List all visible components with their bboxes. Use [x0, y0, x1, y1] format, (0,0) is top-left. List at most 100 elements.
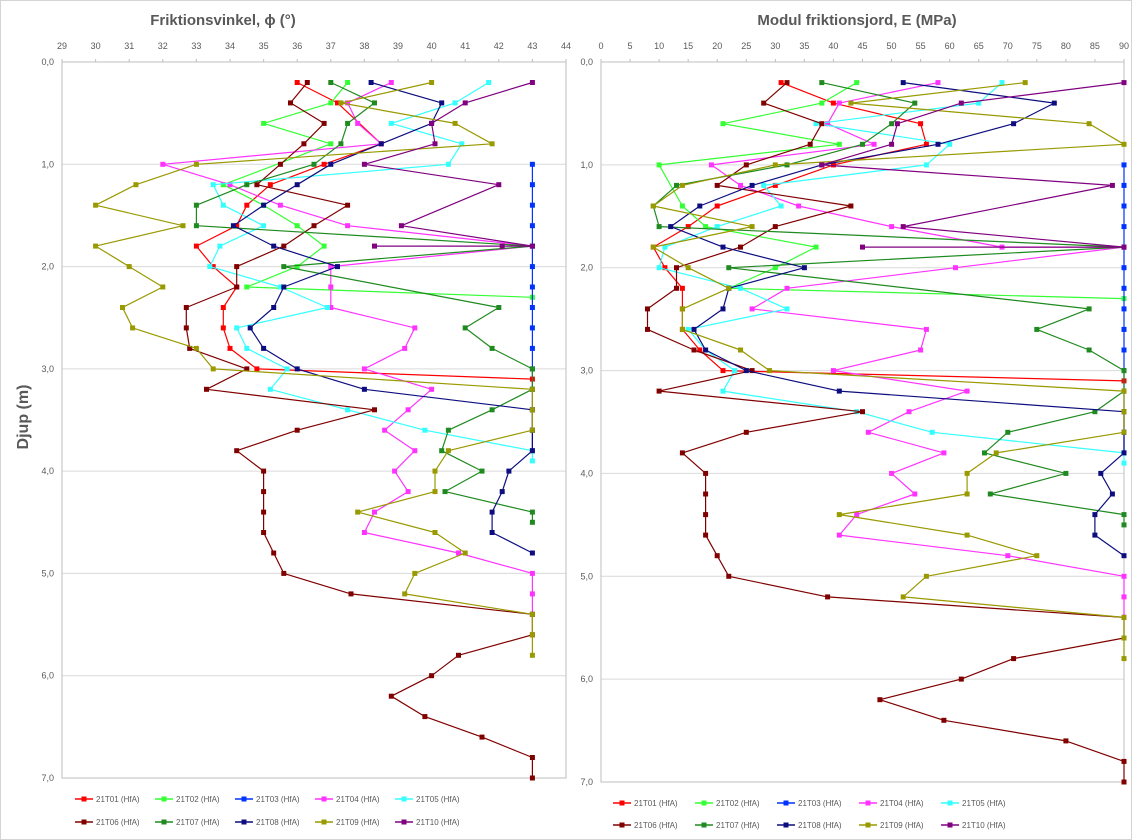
data-point [726, 573, 732, 579]
y-tick-label: 1,0 [580, 160, 593, 170]
data-point [1121, 460, 1127, 466]
data-point [271, 243, 277, 249]
y-tick-label: 1,0 [41, 159, 54, 169]
legend-label: 21T09 (HfA) [880, 821, 924, 830]
data-point [261, 345, 267, 351]
data-point [645, 306, 650, 312]
data-point [338, 100, 344, 106]
data-point [807, 141, 813, 147]
data-point [953, 265, 958, 271]
data-point [1121, 656, 1127, 662]
data-point [210, 264, 216, 270]
data-point [738, 244, 743, 250]
data-point [529, 386, 535, 392]
data-point [679, 203, 685, 209]
legend-label: 21T05 (HfA) [416, 795, 460, 804]
data-point [247, 325, 253, 331]
data-point [1121, 512, 1127, 518]
data-point [304, 80, 310, 85]
x-tick-label: 37 [326, 41, 336, 51]
data-point [445, 448, 451, 454]
legend: 21T01 (HfA) 21T02 (HfA) 21T03 (HfA) 21T04 (… [75, 795, 460, 827]
chart-title-friktionsvinkel: Friktionsvinkel, ϕ (°) [150, 12, 296, 29]
data-point [345, 202, 351, 208]
legend-item-21t10-hfa: 21T10 (HfA) [941, 821, 1006, 830]
data-point [324, 305, 330, 310]
data-point [1092, 532, 1098, 538]
data-point [234, 264, 240, 270]
data-point [784, 306, 790, 312]
legend-marker [241, 819, 247, 825]
data-point [778, 80, 784, 86]
data-point [935, 141, 941, 147]
data-point [267, 386, 273, 392]
data-point [1109, 491, 1115, 497]
data-point [529, 427, 535, 433]
legend-item-21t06-hfa: 21T06 (HfA) [613, 821, 678, 830]
data-point [854, 512, 860, 518]
data-point [489, 509, 495, 515]
data-point [499, 243, 505, 249]
data-point [412, 325, 418, 331]
data-point [726, 265, 732, 271]
data-point [767, 368, 772, 374]
legend-label: 21T07 (HfA) [716, 821, 760, 830]
data-point [345, 120, 351, 126]
data-point [479, 734, 485, 740]
data-point [355, 509, 361, 515]
data-point [889, 121, 895, 127]
series-line [652, 82, 1125, 382]
legend-item-21t09-hfa: 21T09 (HfA) [315, 818, 380, 827]
data-point [912, 100, 918, 106]
data-point [1121, 285, 1127, 291]
data-point [691, 347, 697, 353]
legend-item-21t02-hfa: 21T02 (HfA) [695, 799, 760, 808]
data-point [271, 550, 277, 556]
data-point [656, 224, 662, 230]
x-tick-label: 10 [654, 41, 664, 51]
legend-label: 21T04 (HfA) [336, 795, 380, 804]
series-line [195, 81, 533, 380]
legend-marker [321, 796, 327, 802]
legend-item-21t06-hfa: 21T06 (HfA) [75, 818, 140, 827]
data-point [1121, 614, 1127, 620]
data-point [126, 264, 132, 270]
legend-item-21t03-hfa: 21T03 (HfA) [235, 795, 300, 804]
data-point [1011, 121, 1017, 127]
data-point [348, 591, 354, 597]
legend-label: 21T02 (HfA) [176, 795, 220, 804]
data-point [254, 182, 260, 188]
data-point [429, 120, 435, 126]
data-point [743, 368, 749, 374]
data-point [1121, 409, 1127, 415]
legend-item-21t01-hfa: 21T01 (HfA) [613, 799, 678, 808]
data-point [456, 652, 461, 658]
x-tick-label: 40 [427, 41, 437, 51]
legend-label: 21T03 (HfA) [798, 799, 842, 808]
data-point [1121, 306, 1127, 312]
data-point [529, 611, 535, 617]
data-point [133, 182, 139, 188]
x-tick-label: 31 [124, 41, 134, 51]
data-point [1121, 635, 1127, 641]
data-point [234, 325, 240, 331]
legend-label: 21T10 (HfA) [962, 821, 1006, 830]
data-point [277, 202, 283, 208]
data-point [1121, 203, 1127, 209]
data-point [784, 162, 790, 168]
legend-label: 21T07 (HfA) [176, 818, 220, 827]
data-point [160, 161, 166, 167]
data-point [772, 265, 778, 271]
data-point [230, 223, 236, 229]
data-point [889, 470, 895, 476]
y-tick-label: 5,0 [41, 568, 54, 578]
legend-label: 21T01 (HfA) [96, 795, 140, 804]
data-point [923, 326, 929, 332]
data-point [662, 244, 668, 250]
data-point [1121, 573, 1127, 579]
data-point [335, 264, 340, 270]
x-tick-label: 34 [225, 41, 235, 51]
data-point [900, 224, 906, 230]
data-point [529, 448, 535, 454]
